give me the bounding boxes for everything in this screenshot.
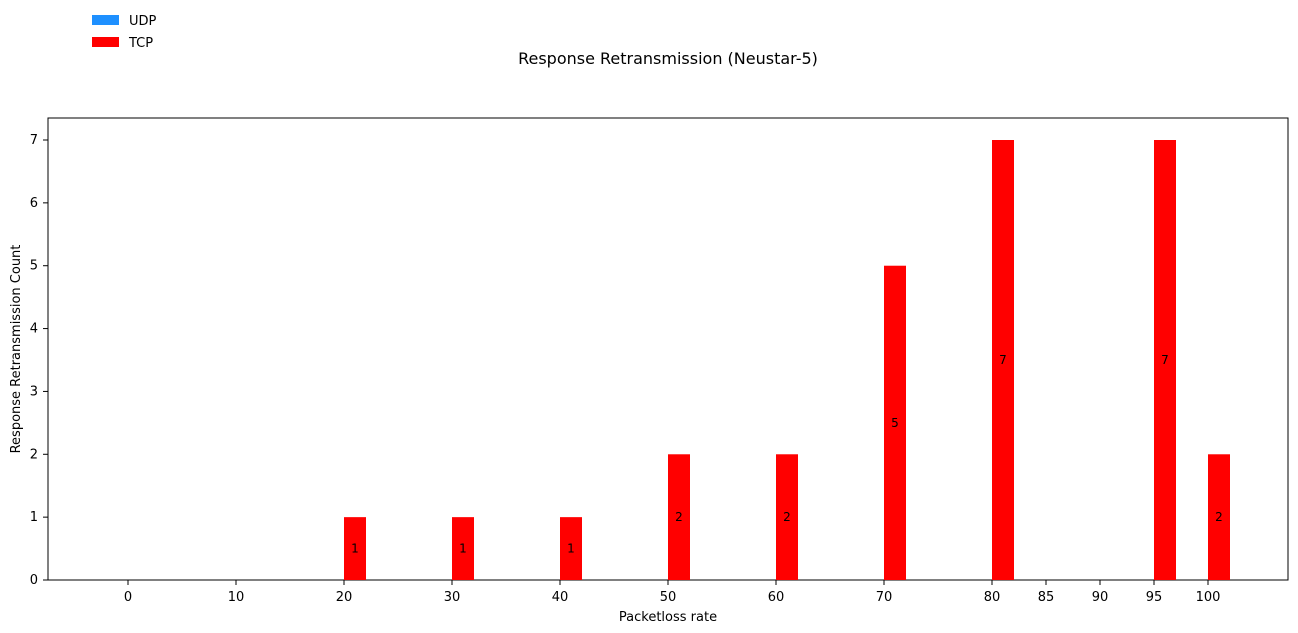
tcp-bar-20 <box>452 517 474 580</box>
tcp-bar-10 <box>344 517 366 580</box>
tcp-bar-70 <box>992 140 1014 580</box>
chart-title: Response Retransmission (Neustar-5) <box>518 49 818 68</box>
y-tick-label-7: 7 <box>30 133 38 148</box>
x-axis: 0 10 20 30 40 50 60 70 80 85 90 95 100 <box>124 580 1221 605</box>
x-tick-label-10: 10 <box>228 590 245 605</box>
legend-swatch-tcp <box>92 37 119 47</box>
tcp-bar-label-20: 1 <box>459 542 467 556</box>
y-tick-label-5: 5 <box>30 259 38 274</box>
legend-label-tcp: TCP <box>128 36 153 51</box>
tcp-bar-90 <box>1208 454 1230 580</box>
x-tick-label-85: 85 <box>1038 590 1055 605</box>
y-axis: 0 1 2 3 4 5 6 7 <box>30 133 48 588</box>
x-tick-label-50: 50 <box>660 590 677 605</box>
tcp-bar-40 <box>668 454 690 580</box>
y-tick-label-4: 4 <box>30 322 38 337</box>
legend: UDP TCP <box>92 14 157 51</box>
x-tick-label-80: 80 <box>984 590 1001 605</box>
bar-labels: 1 1 1 2 2 5 7 7 2 <box>351 353 1223 556</box>
tcp-bar-30 <box>560 517 582 580</box>
y-tick-label-1: 1 <box>30 510 38 525</box>
y-axis-label: Response Retransmission Count <box>9 245 24 454</box>
tcp-bar-label-50: 2 <box>783 510 791 524</box>
legend-swatch-udp <box>92 15 119 25</box>
tcp-bar-label-30: 1 <box>567 542 575 556</box>
x-tick-label-70: 70 <box>876 590 893 605</box>
tcp-bar-85 <box>1154 140 1176 580</box>
plot-area: 1 1 1 2 2 5 7 7 2 <box>47 117 1289 581</box>
tcp-bar-label-70: 7 <box>999 353 1007 367</box>
y-tick-label-0: 0 <box>30 573 38 588</box>
tcp-bar-label-40: 2 <box>675 510 683 524</box>
legend-label-udp: UDP <box>129 14 157 29</box>
y-tick-label-2: 2 <box>30 447 38 462</box>
tcp-bar-label-10: 1 <box>351 542 359 556</box>
x-tick-label-0: 0 <box>124 590 132 605</box>
tcp-bar-label-85: 7 <box>1161 353 1169 367</box>
y-tick-label-6: 6 <box>30 196 38 211</box>
x-tick-label-90: 90 <box>1092 590 1109 605</box>
tcp-bars <box>344 140 1230 580</box>
tcp-bar-50 <box>776 454 798 580</box>
x-tick-label-30: 30 <box>444 590 461 605</box>
x-tick-label-20: 20 <box>336 590 353 605</box>
x-tick-label-95: 95 <box>1146 590 1163 605</box>
tcp-bar-label-60: 5 <box>891 416 899 430</box>
x-tick-label-40: 40 <box>552 590 569 605</box>
y-tick-label-3: 3 <box>30 384 38 399</box>
x-tick-label-100: 100 <box>1196 590 1221 605</box>
x-axis-label: Packetloss rate <box>619 610 717 625</box>
tcp-bar-label-90: 2 <box>1215 510 1223 524</box>
tcp-bar-60 <box>884 265 906 580</box>
x-tick-label-60: 60 <box>768 590 785 605</box>
